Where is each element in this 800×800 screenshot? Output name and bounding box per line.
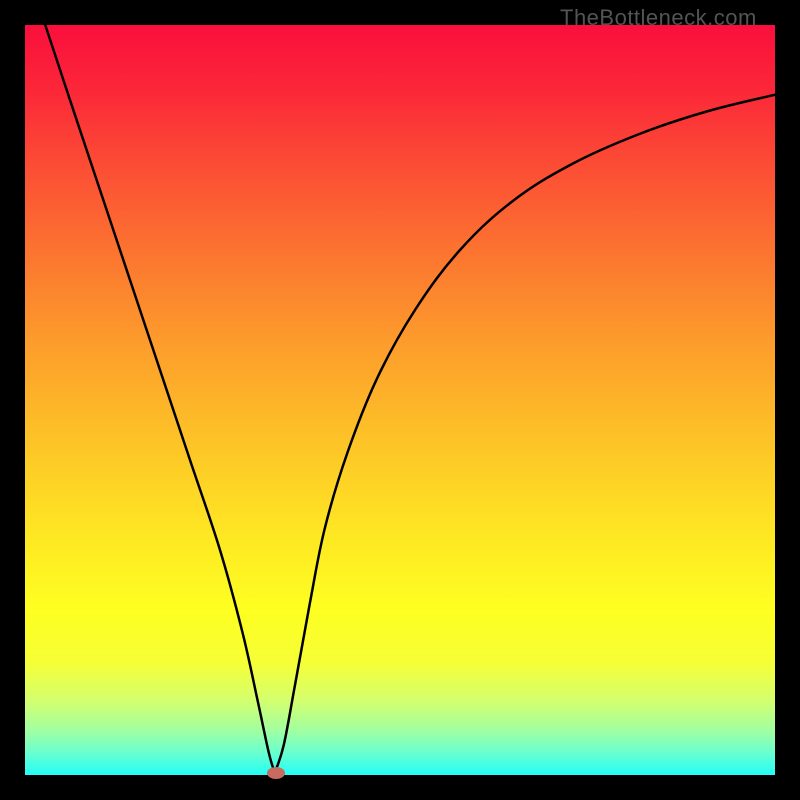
chart-container: TheBottleneck.com (0, 0, 800, 800)
plot-area (25, 25, 775, 775)
watermark-text: TheBottleneck.com (560, 5, 757, 31)
minimum-marker (267, 767, 285, 779)
bottleneck-curve (25, 25, 775, 775)
